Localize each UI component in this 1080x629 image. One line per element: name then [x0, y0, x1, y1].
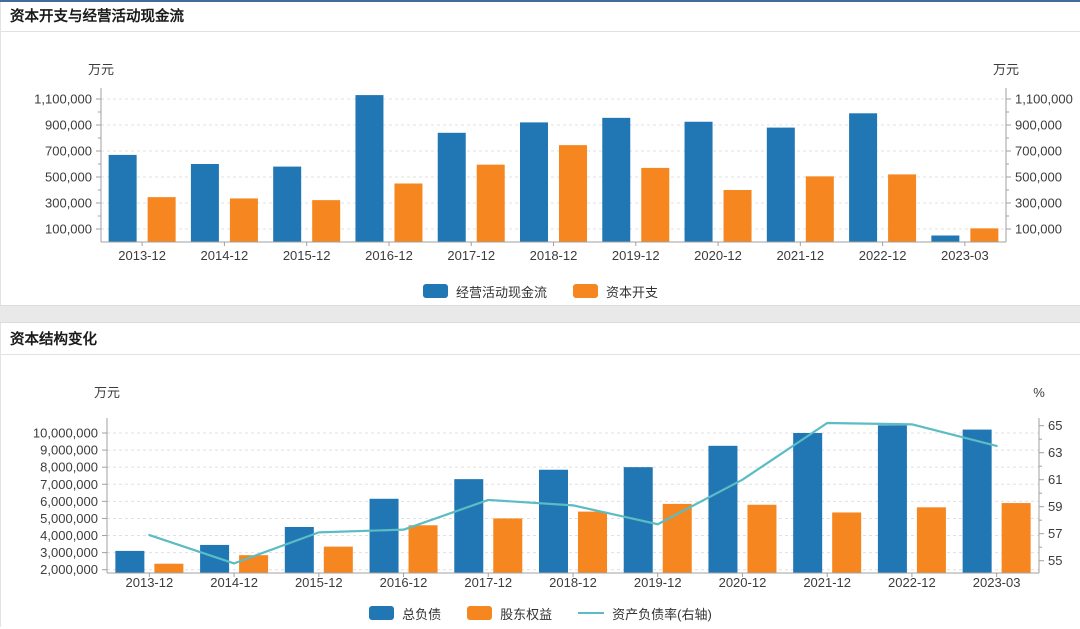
- y-axis-left: 2,000,000 3,000,000 4,000,000 5,000,000 6,00…: [33, 426, 107, 577]
- svg-text:500,000: 500,000: [1015, 170, 1062, 185]
- svg-text:700,000: 700,000: [1015, 144, 1062, 159]
- capital-structure-legend: 总负债 股东权益 资产负债率(右轴): [1, 599, 1080, 627]
- right-axis-unit-label: 万元: [993, 62, 1019, 77]
- svg-text:2015-12: 2015-12: [295, 575, 343, 590]
- y-axis-right: 55 57 59 61 63 65: [1039, 418, 1062, 568]
- y-axis-left: 100,000 300,000 500,000 700,000 900,000 1,100…: [34, 92, 101, 237]
- left-axis-unit-label: 万元: [94, 385, 120, 400]
- legend-item-1[interactable]: 股东权益: [467, 604, 552, 623]
- capex-cashflow-title: 资本开支与经营活动现金流: [1, 2, 1080, 32]
- svg-text:6,000,000: 6,000,000: [40, 494, 98, 509]
- svg-text:2018-12: 2018-12: [530, 248, 578, 263]
- svg-text:2014-12: 2014-12: [210, 575, 258, 590]
- svg-text:700,000: 700,000: [45, 144, 92, 159]
- svg-text:2013-12: 2013-12: [118, 248, 166, 263]
- bar-series-orange: [147, 145, 999, 242]
- right-axis-unit-label: %: [1033, 385, 1045, 400]
- legend-label: 资产负债率(右轴): [612, 606, 712, 622]
- svg-text:2023-03: 2023-03: [973, 575, 1021, 590]
- legend-item-2[interactable]: 资产负债率(右轴): [578, 604, 712, 623]
- bar-series-blue: [108, 95, 960, 242]
- x-axis: 2013-12 2014-12 2015-12 2016-12 2017-12 2018-…: [118, 242, 989, 263]
- svg-text:1,100,000: 1,100,000: [1015, 92, 1073, 107]
- svg-text:2017-12: 2017-12: [464, 575, 512, 590]
- card-separator: [0, 305, 1080, 323]
- x-axis: 2013-12 2014-12 2015-12 2016-12 2017-12 2018-…: [126, 573, 1021, 590]
- capital-structure-chart[interactable]: 2,000,000 3,000,000 4,000,000 5,000,000 6,00…: [1, 355, 1080, 599]
- svg-text:500,000: 500,000: [45, 170, 92, 185]
- svg-text:2017-12: 2017-12: [447, 248, 495, 263]
- legend-item-0[interactable]: 经营活动现金流: [422, 282, 547, 301]
- svg-text:2021-12: 2021-12: [803, 575, 851, 590]
- legend-swatch-icon: [573, 284, 598, 298]
- svg-text:2021-12: 2021-12: [776, 248, 824, 263]
- svg-text:300,000: 300,000: [1015, 196, 1062, 211]
- svg-text:900,000: 900,000: [45, 118, 92, 133]
- legend-item-0[interactable]: 总负债: [369, 604, 441, 623]
- svg-text:2018-12: 2018-12: [549, 575, 597, 590]
- svg-text:4,000,000: 4,000,000: [40, 528, 98, 543]
- svg-text:2022-12: 2022-12: [859, 248, 907, 263]
- svg-text:2016-12: 2016-12: [365, 248, 413, 263]
- legend-item-1[interactable]: 资本开支: [573, 282, 658, 301]
- capex-cashflow-card: 资本开支与经营活动现金流 100,000 300,000 500,000 700,00…: [0, 2, 1080, 305]
- svg-text:2015-12: 2015-12: [283, 248, 331, 263]
- svg-text:10,000,000: 10,000,000: [33, 426, 98, 441]
- svg-text:55: 55: [1048, 553, 1062, 568]
- svg-text:300,000: 300,000: [45, 196, 92, 211]
- legend-label: 总负债: [402, 606, 442, 622]
- svg-text:100,000: 100,000: [45, 222, 92, 237]
- svg-text:2,000,000: 2,000,000: [40, 562, 98, 577]
- legend-swatch-icon: [422, 284, 448, 298]
- svg-text:65: 65: [1048, 418, 1062, 433]
- legend-label: 资本开支: [606, 284, 659, 300]
- svg-text:2013-12: 2013-12: [126, 575, 174, 590]
- svg-text:5,000,000: 5,000,000: [40, 511, 98, 526]
- svg-text:2020-12: 2020-12: [719, 575, 767, 590]
- legend-label: 股东权益: [500, 606, 553, 622]
- svg-text:63: 63: [1048, 445, 1062, 460]
- svg-text:57: 57: [1048, 526, 1062, 541]
- capex-cashflow-legend: 经营活动现金流 资本开支: [1, 277, 1080, 305]
- svg-text:900,000: 900,000: [1015, 118, 1062, 133]
- window-top-strip: [0, 0, 1080, 2]
- capex-cashflow-chart[interactable]: 100,000 300,000 500,000 700,000 900,000 1,100…: [1, 32, 1080, 277]
- capital-structure-title: 资本结构变化: [1, 323, 1080, 355]
- legend-line-icon: [578, 612, 605, 614]
- svg-text:7,000,000: 7,000,000: [40, 477, 98, 492]
- svg-text:61: 61: [1048, 472, 1062, 487]
- y-axis-right: 100,000 300,000 500,000 700,000 900,000 1,100…: [1006, 92, 1073, 237]
- svg-text:59: 59: [1048, 499, 1062, 514]
- svg-text:100,000: 100,000: [1015, 222, 1062, 237]
- svg-text:2016-12: 2016-12: [380, 575, 428, 590]
- svg-text:1,100,000: 1,100,000: [34, 92, 92, 107]
- left-axis-unit-label: 万元: [88, 62, 114, 77]
- legend-swatch-icon: [369, 606, 395, 620]
- debt-ratio-line: [148, 421, 998, 565]
- legend-swatch-icon: [467, 606, 493, 620]
- svg-text:2020-12: 2020-12: [694, 248, 742, 263]
- svg-text:3,000,000: 3,000,000: [40, 545, 98, 560]
- legend-label: 经营活动现金流: [455, 284, 547, 300]
- svg-text:8,000,000: 8,000,000: [40, 460, 98, 475]
- svg-text:2022-12: 2022-12: [888, 575, 936, 590]
- svg-text:2019-12: 2019-12: [612, 248, 660, 263]
- svg-text:2019-12: 2019-12: [634, 575, 682, 590]
- capital-structure-card: 资本结构变化 2,000,000 3,000,000 4,000,000 5,000,…: [0, 323, 1080, 627]
- svg-text:2014-12: 2014-12: [201, 248, 249, 263]
- svg-text:2023-03: 2023-03: [941, 248, 989, 263]
- svg-text:9,000,000: 9,000,000: [40, 443, 98, 458]
